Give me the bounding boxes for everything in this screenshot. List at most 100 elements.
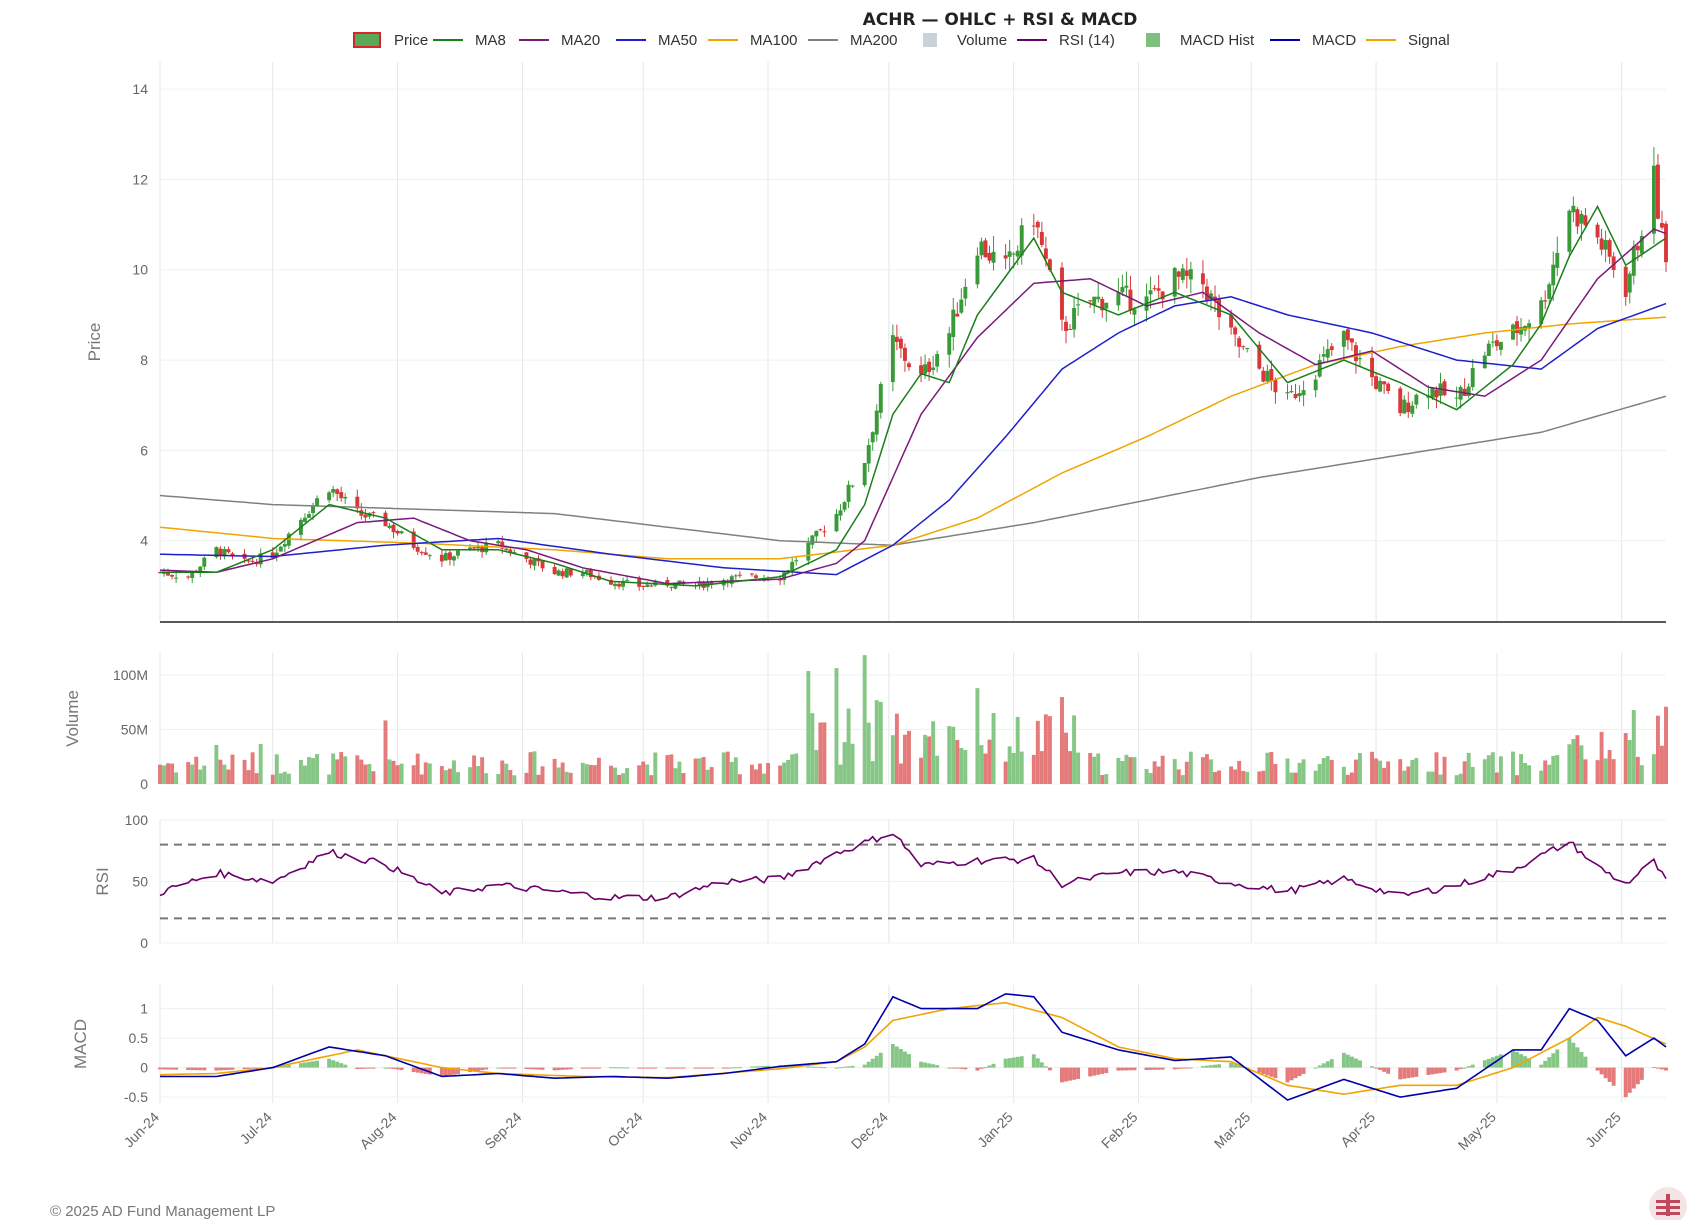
candle-body [955,313,960,317]
volume-bar [1064,732,1068,784]
macd-hist-bar [806,1066,811,1068]
macd-hist-bar [1120,1067,1125,1071]
volume-bar [874,700,879,784]
candle-body [1200,273,1205,285]
volume-bar [1434,752,1439,784]
macd-hist-bar [1406,1067,1411,1079]
volume-bar [1345,774,1350,784]
macd-hist-bar [1092,1067,1097,1076]
macd-hist-bar [637,1067,642,1069]
volume-bar [1200,757,1205,784]
volume-bar [1128,757,1133,784]
macd-hist-bar [1060,1067,1064,1083]
candle-body [625,580,630,582]
volume-bar [878,701,883,784]
macd-hist-bar [625,1067,630,1069]
candle-body [609,579,613,585]
volume-bar [733,757,738,784]
volume-bar [1575,735,1580,784]
candle-body [1458,387,1463,400]
candle-body [697,581,702,587]
macd-hist-bar [387,1067,392,1069]
macd-hist-bar [1579,1052,1584,1068]
macd-hist-bar [1003,1058,1008,1068]
volume-bar [1184,761,1189,784]
x-tick-label: Dec-24 [848,1109,891,1152]
volume-bar [1555,755,1560,784]
macd-hist-bar [1100,1067,1105,1074]
candle-body [1104,302,1109,309]
macd-hist-bar [907,1054,911,1068]
candle-body [512,552,517,554]
macd-hist-bar [1160,1067,1165,1070]
volume-bar [504,763,509,784]
macd-hist-bar [947,1067,952,1069]
candle-body [1261,370,1266,382]
volume-bar [443,770,448,784]
candle-body [1627,273,1632,293]
candle-body [1374,376,1379,389]
volume-bar [1317,764,1322,784]
candle-body [484,542,489,553]
candle-body [1595,224,1600,238]
volume-bar [1321,758,1326,784]
macd-hist-bar [1213,1064,1217,1068]
candle-body [1317,360,1322,377]
candle-body [1132,309,1137,315]
macd-hist-bar [1486,1058,1491,1068]
macd-hist-bar [496,1067,501,1069]
candle-body [898,338,903,349]
volume-bar [1241,770,1246,784]
volume-bar [806,670,811,784]
volume-bar [1297,762,1302,784]
macd-hist-bar [162,1067,166,1070]
candle-body [1325,349,1330,358]
macd-hist-bar [1257,1067,1262,1073]
macd-hist-bar [1128,1067,1133,1071]
candle-body [339,492,344,499]
macd-hist-bar [186,1067,191,1070]
candle-body [1060,267,1064,320]
volume-bar [955,739,960,784]
volume-bar [866,722,871,784]
volume-bar [753,769,758,784]
macd-hist-bar [1148,1067,1153,1070]
macd-hist-bar [862,1064,867,1068]
volume-bar [250,752,255,784]
candle-body [1651,165,1656,234]
y-tick-label: 50M [121,721,148,737]
volume-bar [1523,762,1528,784]
candle-body [1035,221,1040,228]
macd-hist-bar [1438,1067,1443,1074]
macd-hist-bar [1490,1057,1495,1068]
volume-bar [762,773,766,784]
x-tick-label: May-25 [1455,1109,1499,1153]
volume-bar [838,764,843,784]
macd-hist-bar [1007,1058,1012,1068]
candle-body [1664,223,1668,263]
candle-body [343,496,348,499]
candle-body [878,384,883,413]
candle-body [1245,347,1250,349]
macd-hist-bar [242,1067,247,1070]
candle-body [1358,358,1362,360]
chart-title: ACHR — OHLC + RSI & MACD [863,10,1138,30]
candle-body [1047,259,1052,271]
candle-body [729,576,734,584]
volume-bar [1539,770,1544,784]
macd-hist-bar [955,1067,960,1069]
legend[interactable]: Price MA8 MA20 MA50 MA100 MA200 Volume RSI (14)… [353,32,1450,49]
volume-bar [508,770,513,784]
candle-body [1353,345,1358,362]
macd-hist-bar [540,1067,545,1070]
macd-hist-bar [1358,1060,1362,1068]
candle-body [822,531,827,533]
candle-body [1100,298,1105,311]
volume-bar [1035,720,1040,784]
macd-hist-bar [443,1067,448,1076]
macd-hist-bar [315,1060,320,1068]
candle-body [1378,380,1383,392]
candle-body [1233,327,1238,335]
candle-body [1265,370,1270,382]
candle-body [1329,346,1334,351]
